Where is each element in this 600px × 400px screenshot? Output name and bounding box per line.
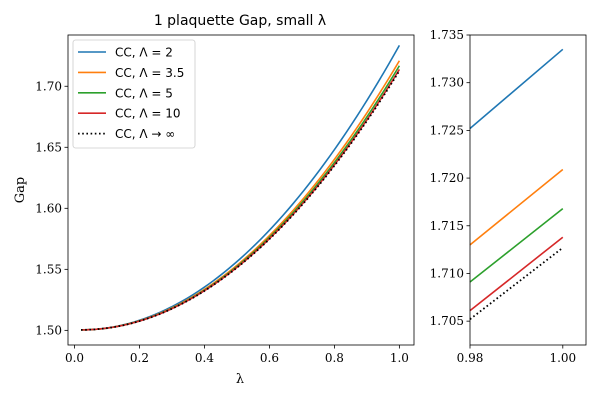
main-series-line-4 bbox=[80, 70, 401, 331]
zoom-series-line-1 bbox=[469, 168, 564, 246]
main-chart-title: 1 plaquette Gap, small λ bbox=[154, 13, 326, 29]
main-y-tick-label: 1.55 bbox=[35, 262, 62, 276]
zoom-series-line-4 bbox=[469, 246, 564, 320]
main-axes-frame bbox=[67, 34, 415, 346]
zoom-y-tick-label: 1.735 bbox=[430, 28, 464, 42]
legend-label-1: CC, Λ = 3.5 bbox=[115, 66, 184, 80]
legend-box bbox=[72, 39, 196, 149]
legend-label-4: CC, Λ → ∞ bbox=[115, 127, 175, 141]
zoom-y-tick-label: 1.705 bbox=[430, 314, 464, 328]
main-x-axis-label: λ bbox=[236, 372, 244, 387]
zoom-series-line-0 bbox=[469, 48, 564, 130]
legend-label-2: CC, Λ = 5 bbox=[115, 86, 173, 100]
zoom-y-tick-label: 1.715 bbox=[430, 219, 464, 233]
zoom-x-tick-label: 0.98 bbox=[457, 351, 484, 365]
main-x-tick-label: 0.8 bbox=[325, 351, 344, 365]
zoom-plot-area: 0.98 1.00 1.705 1.710 1.715 1.720 1.725 1.730 1.… bbox=[430, 28, 587, 365]
main-y-tick-label: 1.65 bbox=[35, 140, 62, 154]
zoom-x-tick-label: 1.00 bbox=[549, 351, 576, 365]
main-x-tick-label: 0.2 bbox=[130, 351, 149, 365]
main-x-tick-label: 0.6 bbox=[260, 351, 279, 365]
main-y-tick-label: 1.60 bbox=[35, 201, 62, 215]
main-y-axis-label: Gap bbox=[13, 177, 28, 203]
zoom-y-tick-label: 1.730 bbox=[430, 76, 464, 90]
zoom-y-tick-label: 1.725 bbox=[430, 123, 464, 137]
main-y-tick-label: 1.50 bbox=[35, 323, 62, 337]
main-x-tick-label: 1.0 bbox=[390, 351, 409, 365]
legend-label-3: CC, Λ = 10 bbox=[115, 107, 181, 121]
zoom-series-line-3 bbox=[469, 236, 564, 312]
main-x-tick-label: 0.0 bbox=[65, 351, 84, 365]
main-x-tick-label: 0.4 bbox=[195, 351, 214, 365]
main-plot-area: 0.0 0.2 0.4 0.6 0.8 1.0 1.50 1.55 1.60 1.65 1.70 CC… bbox=[35, 34, 415, 365]
legend-label-0: CC, Λ = 2 bbox=[115, 46, 173, 60]
zoom-axes-frame bbox=[469, 34, 587, 346]
legend: CC, Λ = 2 CC, Λ = 3.5 CC, Λ = 5 CC, Λ = 10 C… bbox=[72, 39, 196, 149]
zoom-y-tick-label: 1.720 bbox=[430, 171, 464, 185]
zoom-series-line-2 bbox=[469, 207, 564, 283]
zoom-y-tick-label: 1.710 bbox=[430, 266, 464, 280]
main-y-tick-label: 1.70 bbox=[35, 79, 62, 93]
